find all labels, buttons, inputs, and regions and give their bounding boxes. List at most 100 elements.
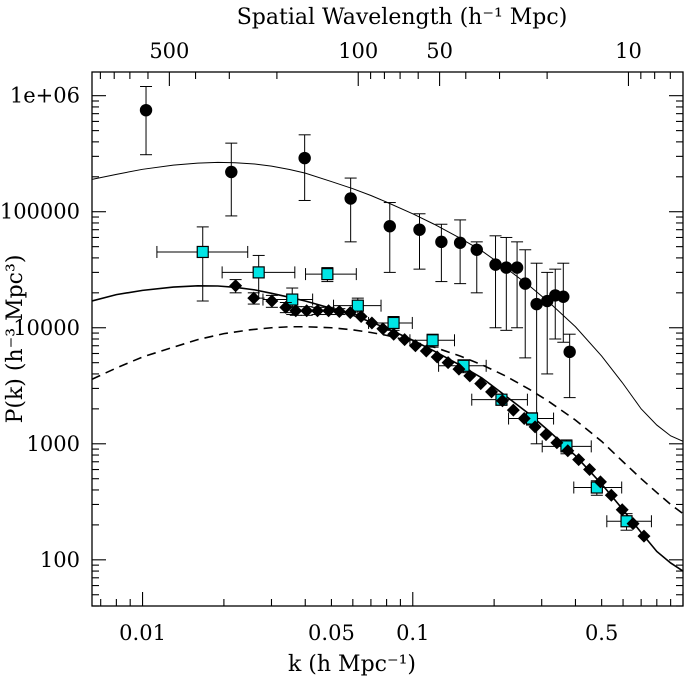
model-curve-1 [92,161,683,442]
square-point [409,333,456,348]
x-tick-label: 0.01 [119,621,166,645]
diamond-marker [626,517,640,531]
circle-point [519,249,532,359]
diamond-marker [289,304,303,318]
diamond-marker [572,453,586,467]
square-marker [321,268,334,281]
top-tick-label: 10 [615,39,642,63]
diamond-point [343,306,357,320]
circle-marker [383,220,396,233]
square-point [305,267,357,283]
y-tick-label: 100 [40,548,80,572]
diamond-point [265,294,279,308]
circle-point [500,236,513,331]
circle-marker [530,297,543,311]
circle-point [344,177,357,243]
circle-point [453,219,467,285]
diamond-point [289,304,303,318]
circle-marker [557,290,570,303]
diamond-point [593,475,607,489]
diamond-point [528,420,542,434]
diamond-point [408,339,422,353]
circle-point [225,142,238,217]
diamond-marker [463,369,477,383]
circle-marker [413,223,426,236]
diamond-marker [354,310,368,324]
circle-marker [225,165,238,179]
circle-marker [489,258,502,271]
diamond-marker [279,300,293,314]
diamond-point [506,403,520,417]
top-tick-label: 100 [338,39,378,63]
diamond-point [463,369,477,383]
x-tick-label: 0.05 [308,621,355,645]
diamond-marker [430,350,444,364]
circle-point [383,202,396,273]
diamond-point [604,488,618,502]
diamond-marker [593,475,607,489]
square-marker [286,293,299,306]
diamond-marker [387,327,401,341]
diamond-marker [322,304,336,318]
diamond-point [300,304,314,318]
diamond-marker [550,436,564,450]
circle-point [435,223,448,283]
circle-marker [139,103,153,117]
x-tick-label: 0.5 [585,621,618,645]
diamond-point [441,356,455,370]
diamond-point [398,333,412,347]
diamond-marker [474,377,488,391]
diamond-marker [310,304,324,318]
diamond-marker [528,420,542,434]
diamond-point [419,344,433,358]
circle-marker [470,243,483,256]
diamond-marker [376,322,390,336]
diamond-marker [441,356,455,370]
square-point [156,226,249,302]
diamond-point [332,305,346,319]
diamond-point [572,453,586,467]
diamond-marker [539,428,553,442]
diamond-point [626,517,640,531]
diamond-point [365,316,379,330]
diamond-marker [408,339,422,353]
top-tick-label: 500 [149,39,189,63]
y-axis-label: P(k) (h⁻³ Mpc³) [3,255,28,424]
circle-marker [453,236,467,249]
diamond-marker [332,305,346,319]
diamond-point [615,503,629,517]
diamond-marker [229,279,243,293]
tick-labels: 0.01 0.05 0.1 0.5 100 1000 10000 100000 1e+06 500… [0,39,642,645]
diamond-marker [583,463,597,477]
square-marker [196,245,209,259]
diamond-point [583,463,597,477]
diamond-point [387,327,401,341]
diamond-marker [517,412,531,426]
diamond-marker [604,488,618,502]
diamond-point [322,304,336,318]
diamond-point [517,412,531,426]
data-points [139,85,652,543]
diamond-point [279,300,293,314]
diamond-marker [506,403,520,417]
diamond-point [474,377,488,391]
circle-point [541,271,554,375]
circle-marker [344,192,357,205]
circle-point [510,241,524,329]
circle-point [563,333,576,399]
circle-point [413,213,426,270]
plot-frame [91,71,684,607]
diamond-point [485,385,499,399]
circle-marker [510,261,524,274]
axes [91,71,684,607]
x-axis-label: k (h Mpc⁻¹) [288,652,416,677]
diamond-point [550,436,564,450]
diamond-point [539,428,553,442]
diamond-marker [495,394,509,408]
tick-marks [92,72,684,607]
diamond-marker [365,316,379,330]
circle-marker [563,345,576,359]
diamond-point [376,322,390,336]
circle-point [298,134,311,201]
